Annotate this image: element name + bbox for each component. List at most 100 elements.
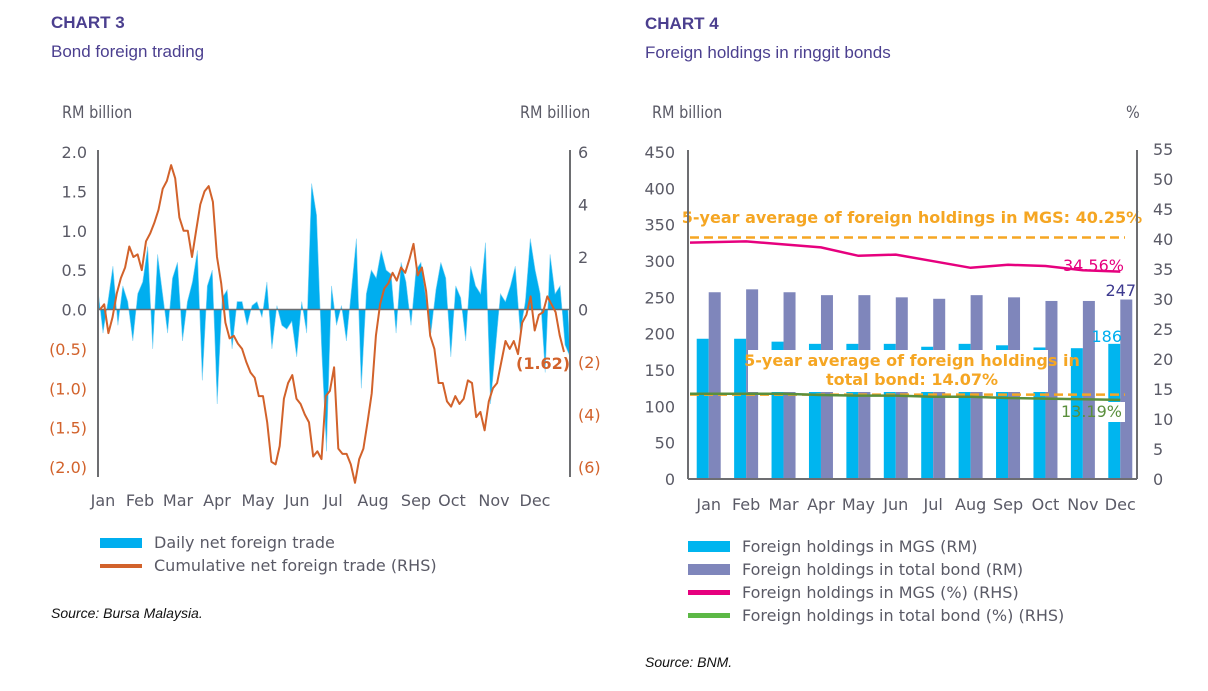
chart3-xtick: Oct [438, 491, 466, 510]
chart3-ylabel-left: RM billion [62, 103, 133, 123]
chart4-ytick-left: 250 [644, 288, 675, 307]
chart4-label: CHART 4 [645, 14, 719, 33]
chart4-ref-label-total-1: 5-year average of foreign holdings in [744, 351, 1080, 370]
chart4-ytick-left: 350 [644, 216, 675, 235]
legend-swatch-daily [100, 537, 142, 548]
chart4-xtick: Dec [1105, 495, 1136, 514]
chart4-ref-label-total-2: total bond: 14.07% [826, 370, 998, 389]
chart4-ytick-left: 450 [644, 143, 675, 162]
chart3-legend: Daily net foreign trade Cumulative net f… [100, 531, 437, 577]
chart3-xtick: Jan [90, 491, 116, 510]
chart3-ytick-left: 1.0 [62, 222, 87, 241]
chart4-xtick: Jul [923, 495, 943, 514]
chart3-ytick-right: (6) [578, 458, 601, 477]
chart3-ytick-left: (2.0) [49, 458, 87, 477]
chart4-line-mgs-pct [689, 240, 1121, 273]
chart4-xtick: Aug [955, 495, 986, 514]
chart4-ytick-right: 30 [1153, 290, 1173, 309]
chart4-ytick-left: 300 [644, 252, 675, 271]
chart4-xtick: Apr [807, 495, 835, 514]
chart3-xtick: Sep [401, 491, 431, 510]
chart4-ref-label-mgs: 5-year average of foreign holdings in MG… [682, 208, 1142, 227]
chart3-plot: 2.0 1.5 1.0 0.5 0.0 (0.5) (1.0) (1.5) (2.0) 6 4 2 0 (… [49, 143, 601, 510]
legend-item-daily: Daily net foreign trade [100, 531, 437, 554]
chart4-ytick-left: 400 [644, 179, 675, 198]
chart3-ytick-left: (1.5) [49, 419, 87, 438]
legend-item-cumulative: Cumulative net foreign trade (RHS) [100, 554, 437, 577]
legend-label-total-rm: Foreign holdings in total bond (RM) [742, 560, 1024, 579]
chart4-line-total-pct [690, 392, 1121, 402]
chart3-ytick-right: 6 [578, 143, 588, 162]
chart3-xtick: Apr [203, 491, 231, 510]
chart3-ytick-left: 1.5 [62, 182, 87, 201]
chart4-ytick-right: 5 [1153, 440, 1163, 459]
chart4-ytick-left: 50 [655, 434, 675, 453]
chart3-ytick-left: (0.5) [49, 340, 87, 359]
chart4-xtick: Mar [768, 495, 799, 514]
chart3-ytick-left: 0.0 [62, 301, 87, 320]
legend-item-total-rm: Foreign holdings in total bond (RM) [688, 558, 1064, 581]
chart4-ytick-right: 45 [1153, 200, 1173, 219]
chart3-daily-area [97, 183, 571, 452]
chart4-ytick-left: 150 [644, 361, 675, 380]
chart4-source: Source: BNM. [645, 654, 733, 670]
chart4-ytick-right: 55 [1153, 140, 1173, 159]
chart3-ytick-right: 4 [578, 196, 588, 215]
legend-label-mgs-rm: Foreign holdings in MGS (RM) [742, 537, 978, 556]
chart4-bar-total-rm [1045, 300, 1058, 479]
chart4-bar-mgs-rm [734, 338, 747, 479]
chart3-xtick: Aug [357, 491, 388, 510]
chart4-xtick: Nov [1067, 495, 1098, 514]
chart3-ylabel-right: RM billion [520, 103, 591, 123]
chart4-legend: Foreign holdings in MGS (RM) Foreign hol… [688, 535, 1064, 627]
chart3-annotation-last: (1.62) [516, 354, 570, 373]
legend-item-mgs-rm: Foreign holdings in MGS (RM) [688, 535, 1064, 558]
chart3-xtick: Nov [478, 491, 509, 510]
chart3-ytick-right: (4) [578, 406, 601, 425]
legend-label-total-pct: Foreign holdings in total bond (%) (RHS) [742, 606, 1065, 625]
chart3-xtick: Feb [126, 491, 154, 510]
chart3-cumulative-line [99, 164, 565, 484]
chart4-ytick-right: 50 [1153, 170, 1173, 189]
chart4-bar-mgs-rm [1070, 348, 1083, 479]
legend-label-cumulative: Cumulative net foreign trade (RHS) [154, 556, 437, 575]
legend-label-daily: Daily net foreign trade [154, 533, 335, 552]
chart3-ytick-left: (1.0) [49, 379, 87, 398]
chart4-xtick: Feb [732, 495, 760, 514]
chart3-ytick-right: (2) [578, 353, 601, 372]
legend-swatch-cumulative [100, 563, 142, 568]
chart4-label-mgs-rm: 186 [1091, 327, 1122, 346]
chart4-ytick-right: 25 [1153, 320, 1173, 339]
legend-swatch-total-rm [688, 564, 730, 575]
chart3-ytick-right: 2 [578, 248, 588, 267]
legend-label-mgs-pct: Foreign holdings in MGS (%) (RHS) [742, 583, 1019, 602]
chart4-xtick: May [842, 495, 875, 514]
chart4-ylabel-right: % [1126, 103, 1140, 123]
chart4-ytick-left: 200 [644, 325, 675, 344]
chart3-source: Source: Bursa Malaysia. [51, 605, 203, 621]
chart4-ytick-right: 35 [1153, 260, 1173, 279]
chart3-xtick: Dec [520, 491, 551, 510]
chart4-ytick-right: 15 [1153, 380, 1173, 399]
chart4-plot: 4504003503002502001501005005550454035302… [644, 140, 1173, 514]
chart4-bar-mgs-rm [696, 338, 709, 479]
chart4-ylabel-left: RM billion [652, 103, 723, 123]
chart3-ytick-left: 0.5 [62, 261, 87, 280]
chart4-bar-total-rm [1082, 300, 1095, 479]
chart4-ytick-right: 40 [1153, 230, 1173, 249]
legend-swatch-total-pct [688, 613, 730, 618]
chart3-ytick-left: 2.0 [62, 143, 87, 162]
chart4-label-total-pct: 13.19% [1061, 402, 1122, 421]
chart4-ref-label-bg [748, 350, 1048, 392]
chart4-xtick: Sep [993, 495, 1023, 514]
chart4-ytick-right: 20 [1153, 350, 1173, 369]
chart4-xtick: Oct [1032, 495, 1060, 514]
chart4-label-total-rm: 247 [1105, 281, 1136, 300]
chart4-xtick: Jan [695, 495, 721, 514]
chart3-ytick-right: 0 [578, 301, 588, 320]
chart4-xtick: Jun [882, 495, 908, 514]
chart4-title: Foreign holdings in ringgit bonds [645, 43, 891, 62]
chart4-label-bg [1095, 402, 1125, 422]
chart4-bar-total-rm [708, 292, 721, 479]
